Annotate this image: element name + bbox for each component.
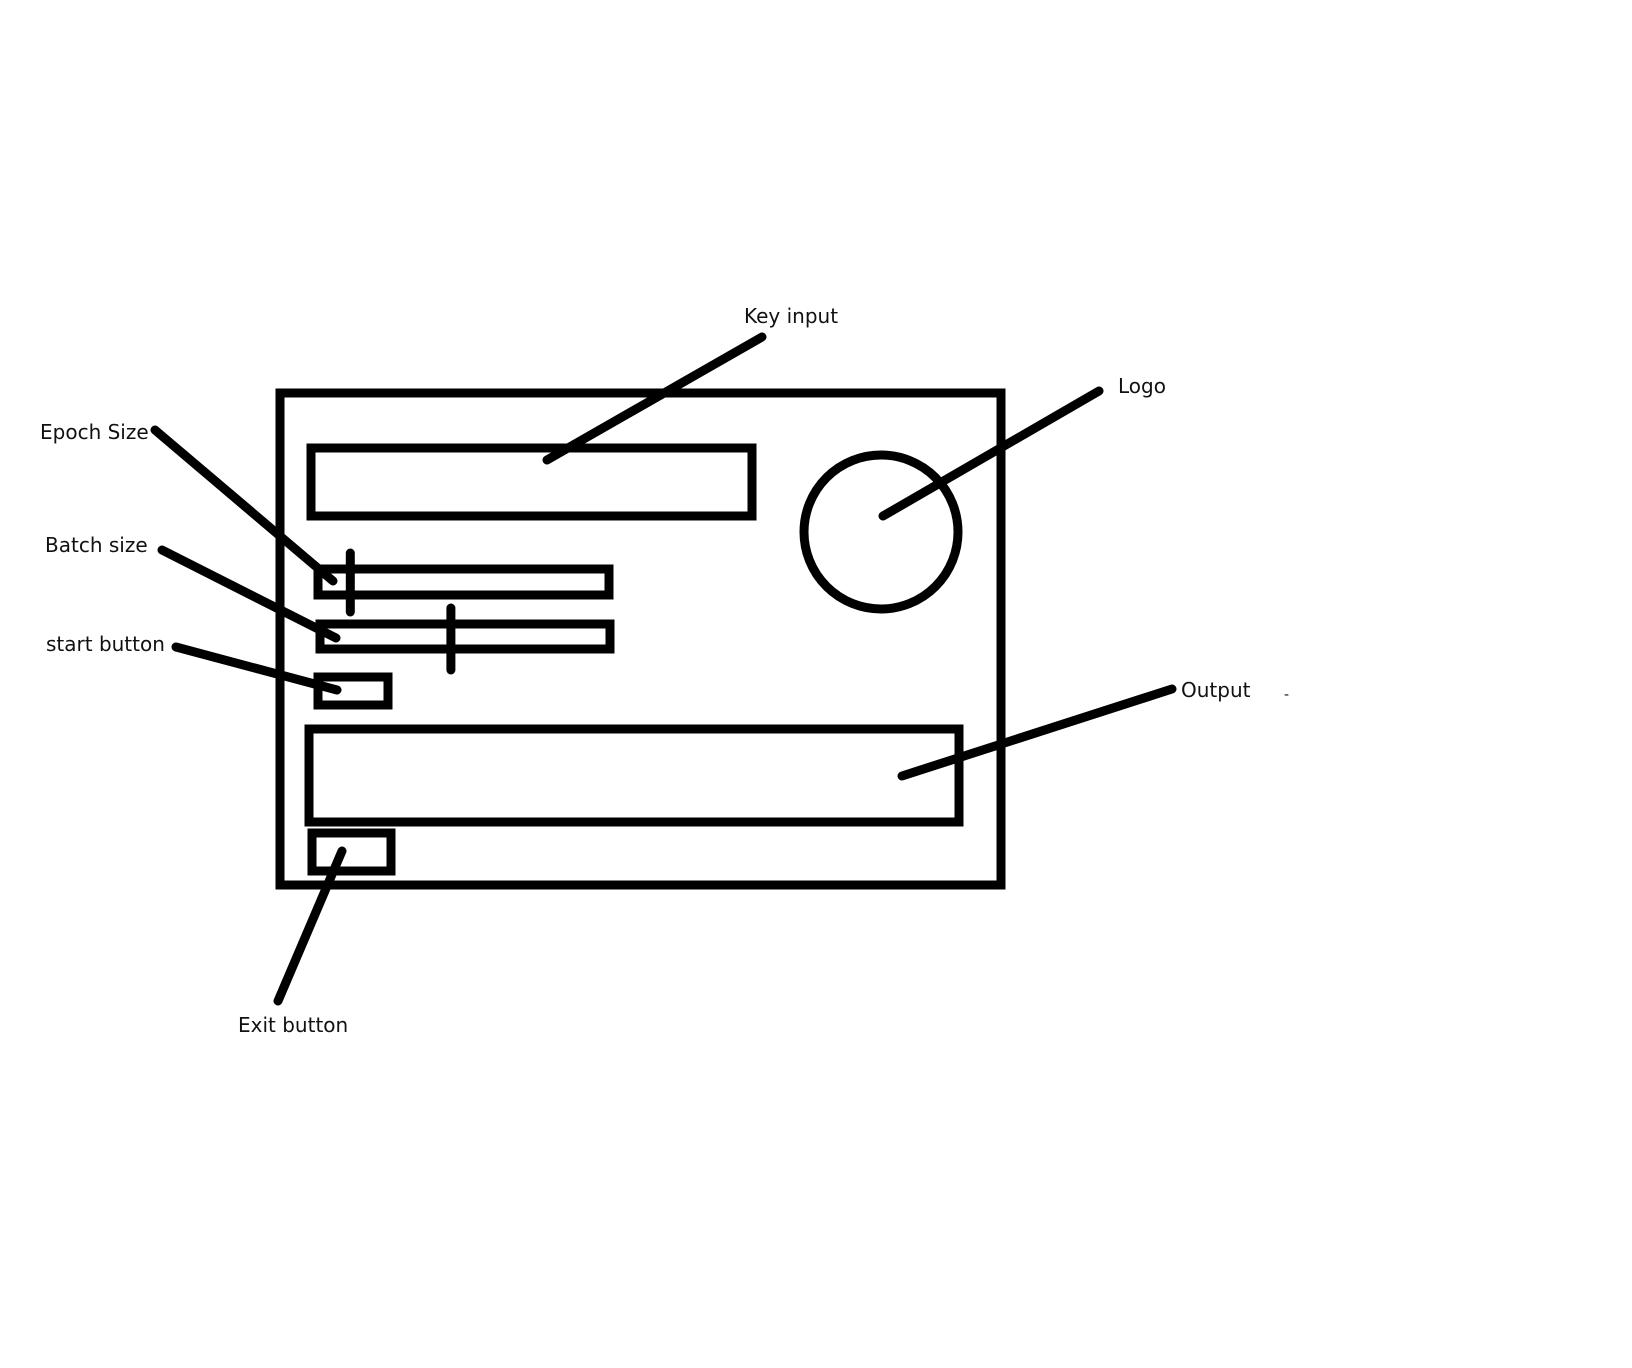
output-label: Output: [1181, 678, 1251, 702]
logo-circle: [799, 450, 963, 614]
exit-button-label: Exit button: [238, 1013, 349, 1037]
start-button-label: start button: [46, 632, 165, 656]
key-input-box[interactable]: [306, 443, 757, 521]
key-input-label: Key input: [744, 304, 839, 328]
exit-button-leader: [273, 846, 347, 1006]
epoch-size-slider-track[interactable]: [313, 564, 614, 600]
batch-size-slider-track[interactable]: [315, 619, 615, 654]
window-frame: [275, 388, 1006, 890]
stray-mark: -: [1284, 687, 1290, 703]
logo-leader: [878, 386, 1104, 521]
start-button-leader: [171, 642, 342, 695]
batch-size-label: Batch size: [45, 533, 148, 557]
start-button-box[interactable]: [313, 672, 393, 710]
output-leader: [897, 684, 1177, 781]
epoch-size-label: Epoch Size: [40, 420, 149, 444]
key-input-leader: [542, 332, 767, 465]
logo-label: Logo: [1118, 374, 1166, 398]
epoch-size-leader: [150, 425, 338, 586]
batch-size-leader: [157, 545, 341, 643]
output-box: [304, 724, 964, 827]
exit-button-box[interactable]: [307, 828, 396, 876]
